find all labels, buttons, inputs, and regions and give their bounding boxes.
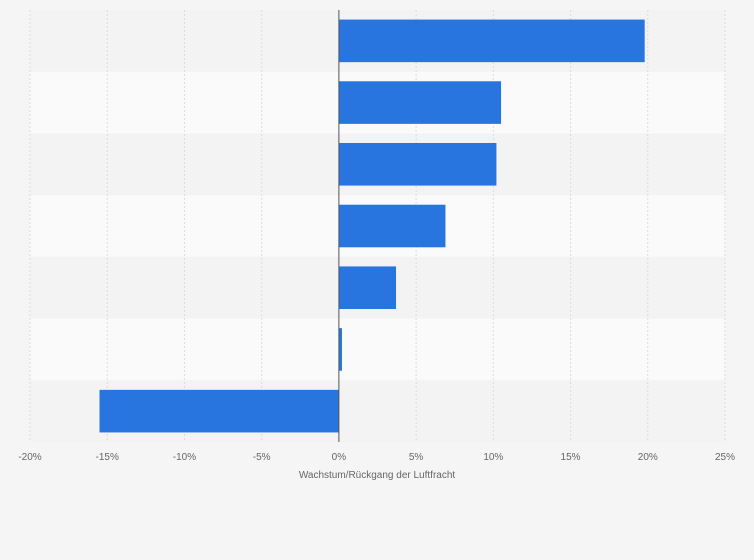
row-band (30, 318, 725, 381)
bar[interactable] (338, 266, 397, 310)
x-tick-label: -10% (173, 452, 196, 463)
x-tick-label: -15% (96, 452, 119, 463)
bar[interactable] (338, 142, 497, 186)
bar[interactable] (338, 328, 342, 371)
x-tick-label: 20% (638, 452, 658, 463)
x-tick-label: 15% (561, 452, 581, 463)
bar[interactable] (338, 81, 502, 124)
bars (99, 19, 645, 433)
bar[interactable] (338, 19, 645, 63)
x-tick-label: 0% (332, 452, 347, 463)
bar[interactable] (99, 389, 339, 433)
x-tick-label: 5% (409, 452, 424, 463)
x-tick-label: 25% (715, 452, 735, 463)
x-tick-label: 10% (483, 452, 503, 463)
x-tick-label: -20% (18, 452, 41, 463)
x-tick-label: -5% (253, 452, 271, 463)
bar[interactable] (338, 204, 446, 248)
x-tick-labels: -20% -15% -10% -5% 0% 5% 10% 15% 20% 25% (18, 452, 735, 463)
x-axis-title: Wachstum/Rückgang der Luftfracht (299, 470, 456, 481)
